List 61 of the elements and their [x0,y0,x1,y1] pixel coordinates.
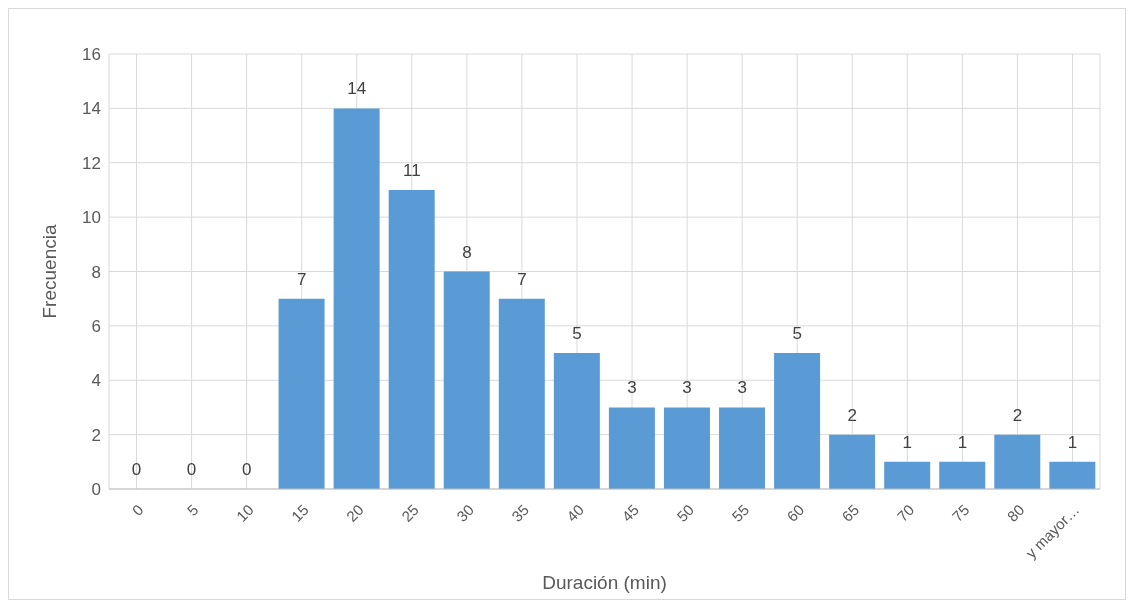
y-tick-label: 14 [82,99,101,119]
bar [774,353,821,489]
bar [1049,461,1096,489]
x-tick-label: 75 [948,501,973,525]
x-tick-label: 55 [728,501,753,525]
y-tick-label: 4 [91,371,101,391]
bar [884,461,931,489]
x-axis-title: Duración (min) [542,572,667,593]
x-tick-label: 65 [838,501,863,525]
bar [498,298,545,489]
data-label: 5 [572,324,582,344]
x-tick-label: 35 [508,501,532,525]
data-label: 3 [737,378,747,398]
y-tick-label: 10 [82,208,101,228]
data-label: 2 [847,405,857,425]
x-tick-label: 40 [563,501,588,525]
bar [388,189,435,489]
data-label: 1 [957,432,968,452]
data-label: 1 [902,432,913,452]
x-tick-label: 5 [183,501,202,519]
data-label: 8 [462,242,472,262]
bar [443,271,490,489]
data-label: 3 [682,378,692,398]
data-label: 0 [241,460,252,479]
data-label: 1 [1067,432,1078,452]
y-tick-label: 16 [82,45,101,65]
x-tick-label: 15 [287,501,312,525]
bar [939,461,986,489]
data-label: 2 [1012,405,1023,425]
x-tick-label: 0 [128,501,147,519]
x-tick-label: 25 [398,501,422,525]
data-label: 11 [402,160,421,180]
data-label: 0 [131,460,142,479]
x-tick-label: 30 [453,501,477,525]
data-label: 7 [296,269,307,289]
data-label: 7 [517,269,527,289]
bar [829,434,876,489]
data-label: 3 [627,378,637,398]
data-label: 14 [347,79,367,99]
x-tick-label: 45 [618,501,643,525]
x-tick-label: 60 [783,501,808,525]
y-tick-label: 8 [91,262,101,282]
bar [663,407,710,489]
data-label: 0 [186,460,197,479]
y-tick-label: 0 [91,480,101,500]
bar [608,407,655,489]
x-tick-label: 10 [232,501,257,525]
data-label: 5 [792,324,802,344]
x-tick-label: 50 [673,501,698,525]
x-tick-label: 70 [893,501,918,525]
bar [719,407,766,489]
y-tick-label: 2 [91,425,101,445]
bar [553,353,600,489]
x-tick-label: 20 [342,501,367,525]
bar [333,108,380,489]
bar [994,434,1041,489]
y-tick-label: 6 [91,316,101,336]
bar [278,298,325,489]
x-tick-label: 80 [1003,501,1028,525]
y-axis-title: Frecuencia [38,224,60,319]
y-tick-label: 12 [82,153,101,173]
